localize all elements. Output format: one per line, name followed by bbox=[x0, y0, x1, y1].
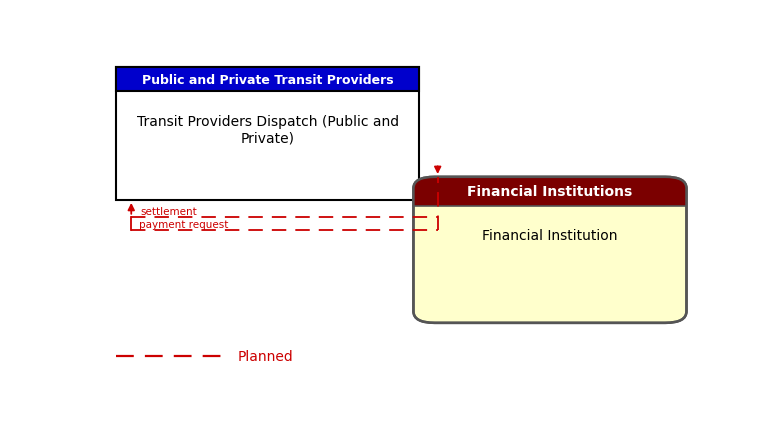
Bar bbox=[116, 68, 420, 200]
Text: Planned: Planned bbox=[237, 349, 293, 363]
Text: Financial Institutions: Financial Institutions bbox=[467, 185, 633, 199]
Text: Transit Providers Dispatch (Public and
Private): Transit Providers Dispatch (Public and P… bbox=[137, 115, 399, 145]
Text: settlement: settlement bbox=[140, 206, 197, 216]
Text: payment request: payment request bbox=[139, 219, 228, 229]
FancyBboxPatch shape bbox=[413, 178, 687, 323]
Bar bbox=[413, 190, 687, 206]
Text: Public and Private Transit Providers: Public and Private Transit Providers bbox=[142, 74, 394, 86]
Text: Financial Institution: Financial Institution bbox=[482, 229, 618, 243]
FancyBboxPatch shape bbox=[413, 178, 687, 206]
Bar bbox=[116, 68, 420, 92]
